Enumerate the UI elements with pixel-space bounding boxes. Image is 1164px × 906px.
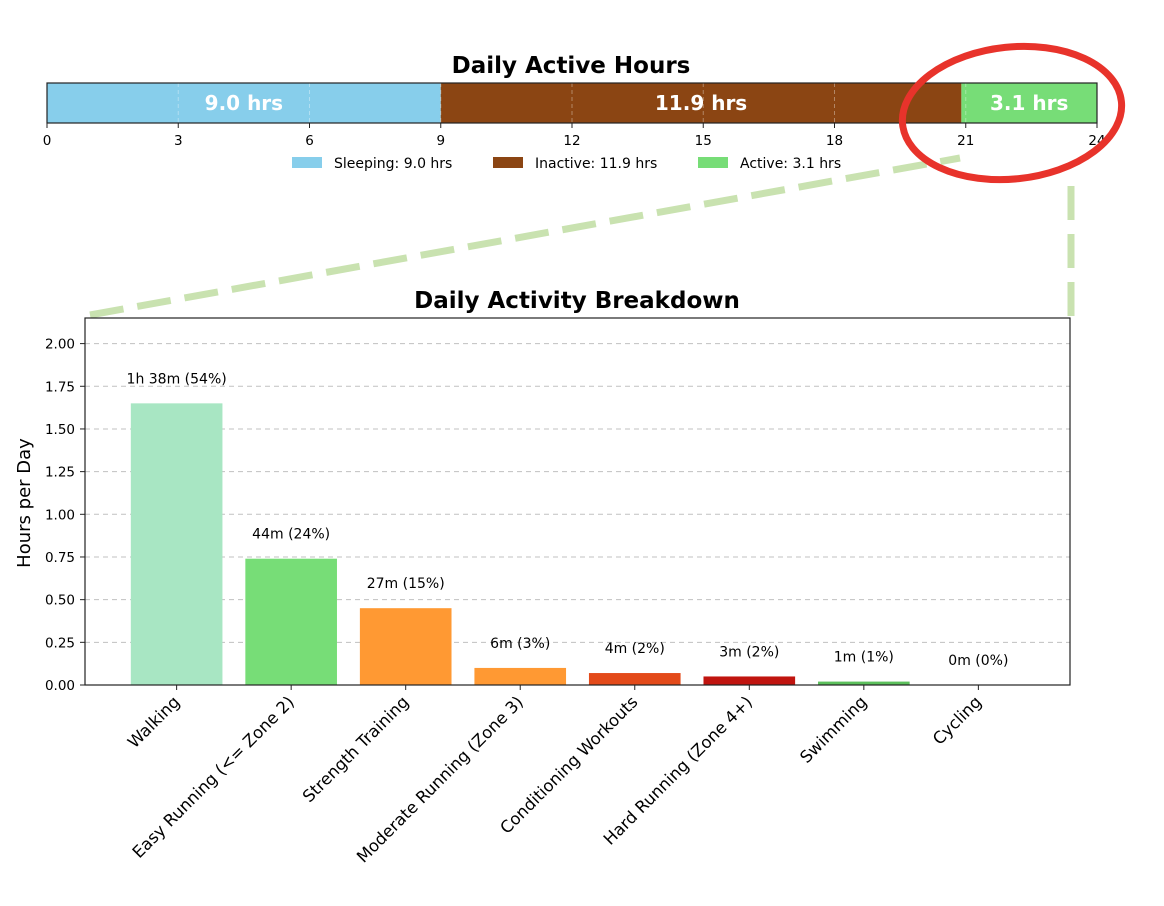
segment-label: 3.1 hrs [990, 91, 1068, 115]
x-tick-label: 12 [563, 133, 580, 149]
top-chart-title: Daily Active Hours [452, 53, 691, 79]
bar-value-label: 27m (15%) [367, 576, 445, 592]
bottom-chart-title: Daily Activity Breakdown [414, 288, 740, 314]
y-tick-label: 1.75 [45, 379, 75, 395]
bar-value-label: 0m (0%) [948, 653, 1008, 669]
legend-swatch-active [698, 157, 728, 168]
bar-value-label: 6m (3%) [490, 636, 550, 652]
x-category-label: Strength Training [299, 692, 413, 806]
highlight-circle [898, 42, 1126, 184]
top-legend: Sleeping: 9.0 hrs Inactive: 11.9 hrs Activ… [292, 156, 841, 172]
y-tick-label: 2.00 [45, 337, 75, 353]
bottom-chart: 0.00 0.25 0.50 0.75 1.00 1.25 1.50 1.75 2.00 1h 3… [45, 317, 1071, 866]
segment-active [961, 83, 1097, 123]
x-tick-label: 21 [957, 133, 974, 149]
x-category-label: Cycling [929, 692, 985, 748]
legend-label: Sleeping: 9.0 hrs [334, 156, 452, 172]
x-tick-label: 15 [695, 133, 712, 149]
y-tick-label: 0.00 [45, 678, 75, 694]
legend-swatch-sleeping [292, 157, 322, 168]
x-category-label: Swimming [796, 692, 870, 766]
legend-swatch-inactive [493, 157, 523, 168]
bar [588, 673, 681, 685]
x-tick-label: 18 [826, 133, 843, 149]
bar [703, 676, 796, 685]
y-tick-label: 0.25 [45, 635, 75, 651]
plot-frame [84, 317, 1071, 686]
segment-label: 9.0 hrs [205, 91, 283, 115]
y-tick-label: 0.50 [45, 593, 75, 609]
y-tick-label: 0.75 [45, 550, 75, 566]
segment-label: 11.9 hrs [655, 91, 747, 115]
legend-label: Active: 3.1 hrs [740, 156, 841, 172]
y-tick-label: 1.00 [45, 507, 75, 523]
legend-label: Inactive: 11.9 hrs [535, 156, 657, 172]
segment-sleeping [47, 83, 441, 123]
bar-value-label: 1m (1%) [834, 650, 894, 666]
x-tick-label: 0 [43, 133, 52, 149]
bar-value-label: 4m (2%) [605, 641, 665, 657]
bar-value-label: 1h 38m (54%) [127, 371, 227, 387]
x-tick-label: 9 [436, 133, 445, 149]
segment-inactive [440, 83, 962, 123]
x-tick-label: 6 [305, 133, 314, 149]
bar [130, 403, 223, 685]
bar-value-label: 44m (24%) [252, 527, 330, 543]
x-tick-label: 3 [174, 133, 183, 149]
bar [245, 558, 337, 685]
bar [359, 608, 452, 685]
bar-value-label: 3m (2%) [719, 644, 779, 660]
y-axis-label: Hours per Day [14, 438, 35, 568]
x-category-label: Walking [124, 692, 183, 751]
bar [818, 681, 910, 685]
y-tick-label: 1.25 [45, 465, 75, 481]
zoom-connector-left [89, 154, 961, 319]
y-tick-label: 1.50 [45, 422, 75, 438]
bar [474, 667, 567, 685]
